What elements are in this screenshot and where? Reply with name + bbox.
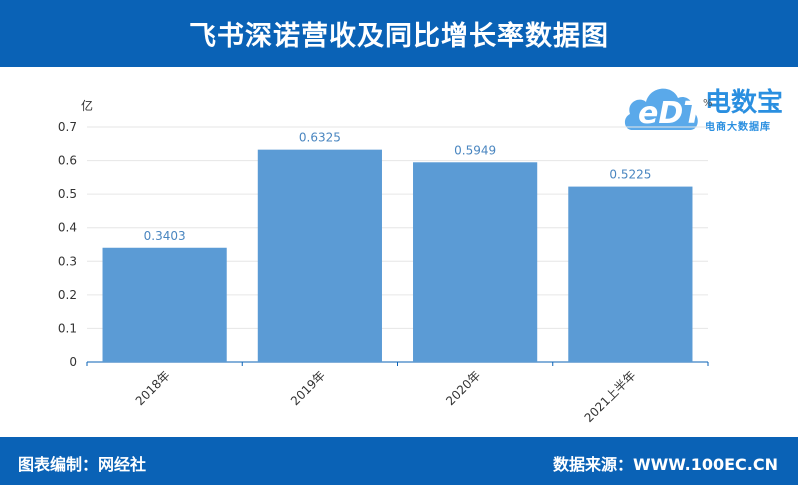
data-label: 0.5949 (454, 143, 496, 157)
y-tick-label: 0.1 (58, 321, 77, 335)
y-tick-label: 0.7 (58, 120, 77, 134)
y-tick-label: 0.5 (58, 187, 77, 201)
y-tick-label: 0 (69, 355, 77, 369)
data-label: 0.5225 (609, 168, 651, 182)
logo-unit-mark: % (703, 98, 713, 109)
bar-chart: 0 0.1 0.2 0.3 0.4 0.5 0.6 0.7 亿 0.3403 2018年 0.632… (58, 98, 713, 425)
y-axis-label: 亿 (81, 98, 93, 113)
bar (568, 186, 693, 362)
data-source: 数据来源：WWW.100EC.CN (552, 455, 778, 474)
x-tick-label: 2020年 (443, 368, 483, 408)
y-tick-label: 0.6 (58, 154, 77, 168)
y-tick-label: 0.3 (58, 254, 77, 268)
chart-header: 飞书深诺营收及同比增长率数据图 (0, 0, 798, 67)
bars (102, 149, 693, 362)
x-tick-label: 2019年 (288, 368, 328, 408)
editor-credit: 图表编制：网经社 (18, 455, 147, 474)
y-tick-label: 0.4 (58, 221, 77, 235)
data-label: 0.3403 (144, 229, 186, 243)
x-tick-label: 2021上半年 (582, 368, 639, 425)
bar (102, 247, 227, 362)
chart-title: 飞书深诺营收及同比增长率数据图 (189, 21, 609, 52)
bar (257, 149, 382, 362)
chart-footer: 图表编制：网经社 数据来源：WWW.100EC.CN (0, 437, 798, 485)
logo-subtitle: 电商大数据库 (705, 122, 771, 133)
cloud-icon (624, 88, 698, 130)
axes: 0 0.1 0.2 0.3 0.4 0.5 0.6 0.7 亿 (58, 98, 709, 369)
data-label: 0.6325 (299, 131, 341, 145)
logo-name: 电数宝 (705, 88, 784, 118)
logo-mark: eDT (638, 96, 704, 131)
bar (413, 162, 538, 362)
y-tick-label: 0.2 (58, 288, 77, 302)
x-tick-label: 2018年 (133, 368, 173, 408)
brand-logo (622, 68, 798, 138)
